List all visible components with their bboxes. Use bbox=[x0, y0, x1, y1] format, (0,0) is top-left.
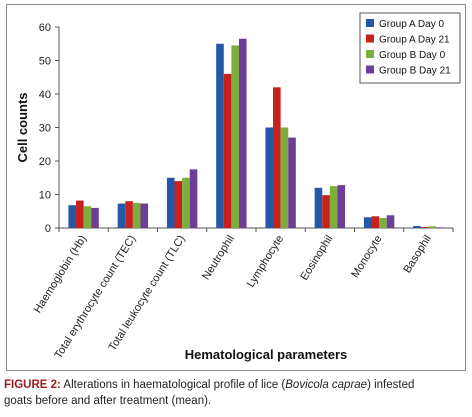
legend-swatch bbox=[366, 50, 374, 58]
caption-text-a: Alterations in haematological profile of… bbox=[60, 379, 286, 391]
x-tick-label: Total erythrocyte count (TEC) bbox=[52, 233, 138, 361]
bar bbox=[68, 205, 77, 228]
bar bbox=[273, 87, 281, 228]
bar bbox=[140, 203, 149, 228]
bar bbox=[238, 38, 247, 228]
bar bbox=[413, 225, 421, 228]
x-tick-label: Neutrophil bbox=[200, 233, 237, 282]
y-tick-label: 0 bbox=[45, 223, 51, 235]
bar bbox=[83, 206, 92, 228]
x-tick-label: Monocyte bbox=[349, 233, 384, 280]
bar bbox=[435, 227, 444, 228]
bar bbox=[329, 186, 338, 228]
legend-swatch bbox=[366, 65, 374, 74]
bar bbox=[223, 73, 232, 229]
bar bbox=[91, 207, 99, 228]
caption-line-1: FIGURE 2: Alterations in haematological … bbox=[4, 377, 468, 393]
bar bbox=[386, 215, 395, 228]
bar bbox=[420, 226, 429, 228]
x-tick-label: Basophil bbox=[401, 233, 434, 275]
bar bbox=[125, 201, 133, 228]
bar bbox=[117, 203, 126, 228]
bar bbox=[174, 181, 183, 228]
bar bbox=[166, 177, 175, 228]
y-tick-label: 60 bbox=[39, 22, 51, 34]
y-tick-label: 10 bbox=[39, 190, 51, 202]
bar bbox=[76, 200, 84, 228]
bar bbox=[363, 217, 372, 228]
bar bbox=[280, 127, 289, 228]
chart-frame: 0 10 20 30 40 50 60 Haemoglobin (Hb) Total eryth… bbox=[6, 4, 466, 371]
bar bbox=[216, 43, 224, 228]
legend-swatch bbox=[366, 19, 374, 27]
bar bbox=[337, 185, 346, 228]
y-axis-title: Cell counts bbox=[15, 92, 30, 162]
legend-label: Group B Day 0 bbox=[379, 50, 446, 61]
legend-box bbox=[359, 12, 461, 84]
legend-label: Group B Day 21 bbox=[379, 66, 451, 77]
y-tick-label: 20 bbox=[39, 156, 51, 168]
bar bbox=[428, 226, 436, 228]
figure-caption: FIGURE 2: Alterations in haematological … bbox=[4, 377, 468, 409]
legend-swatch bbox=[366, 34, 374, 43]
bar bbox=[314, 187, 323, 228]
bar bbox=[182, 177, 190, 228]
legend-label: Group A Day 0 bbox=[379, 19, 444, 30]
caption-label: FIGURE 2: bbox=[4, 379, 61, 391]
bar bbox=[265, 127, 274, 228]
x-tick-label: Eosinophil bbox=[298, 233, 335, 282]
caption-line-2: goats before and after treatment (mean). bbox=[4, 395, 212, 407]
bar bbox=[189, 169, 198, 228]
legend-label: Group A Day 21 bbox=[379, 35, 450, 46]
y-tick-label: 40 bbox=[39, 89, 51, 101]
y-tick-label: 30 bbox=[39, 123, 51, 135]
bar bbox=[371, 216, 380, 228]
bar bbox=[231, 45, 239, 228]
x-axis-title: Hematological parameters bbox=[185, 347, 348, 362]
caption-text-b: ) infested bbox=[367, 379, 415, 391]
bar-chart: 0 10 20 30 40 50 60 Haemoglobin (Hb)Total eryth… bbox=[15, 12, 461, 362]
x-tick-label: Haemoglobin (Hb) bbox=[32, 233, 89, 315]
y-tick-label: 50 bbox=[39, 56, 51, 68]
x-tick-label: Lymphocyte bbox=[245, 233, 286, 289]
bar bbox=[132, 202, 141, 228]
bar bbox=[322, 195, 330, 228]
bar bbox=[379, 217, 387, 228]
caption-species: Bovicola caprae bbox=[285, 379, 368, 391]
bar bbox=[288, 137, 296, 228]
